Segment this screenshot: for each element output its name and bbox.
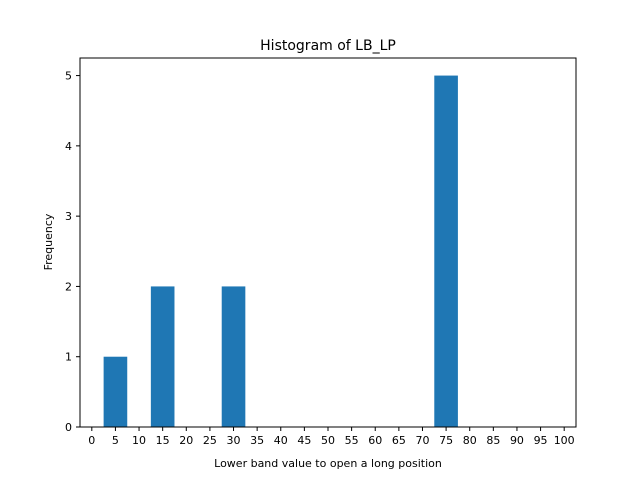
x-tick-label: 45: [297, 434, 311, 447]
x-axis-label: Lower band value to open a long position: [214, 457, 442, 470]
x-tick-label: 10: [132, 434, 146, 447]
x-tick-label: 100: [554, 434, 575, 447]
x-tick-label: 80: [463, 434, 477, 447]
x-tick-label: 5: [112, 434, 119, 447]
x-tick-label: 90: [510, 434, 524, 447]
x-tick-label: 25: [203, 434, 217, 447]
plot-frame: [79, 57, 577, 428]
y-tick-label: 1: [65, 351, 72, 364]
y-axis-ticks: 0 1 2 3 4 5: [65, 70, 80, 434]
y-tick-label: 0: [65, 421, 72, 434]
histogram-bar-0: [103, 356, 128, 427]
histogram-bar-2: [221, 286, 246, 427]
x-tick-label: 75: [439, 434, 453, 447]
y-tick-label: 5: [65, 70, 72, 83]
x-tick-label: 50: [321, 434, 335, 447]
y-axis-label: Frequency: [42, 213, 55, 270]
y-tick-label: 4: [65, 140, 72, 153]
x-axis-ticks: 0 5 10 15 20 25 30 35 40 45 50 55 60 65 70 75 80 85 90 95 10…: [88, 427, 575, 447]
bars-group: [103, 75, 458, 428]
x-tick-label: 15: [156, 434, 170, 447]
y-tick-label: 3: [65, 210, 72, 223]
x-tick-label: 35: [250, 434, 264, 447]
x-tick-label: 70: [415, 434, 429, 447]
y-tick-label: 2: [65, 280, 72, 293]
x-tick-label: 95: [534, 434, 548, 447]
histogram-bar-1: [150, 286, 175, 427]
x-tick-label: 60: [368, 434, 382, 447]
x-tick-label: 85: [486, 434, 500, 447]
x-tick-label: 55: [345, 434, 359, 447]
histogram-bar-3: [434, 75, 458, 428]
x-tick-label: 40: [274, 434, 288, 447]
x-tick-label: 30: [227, 434, 241, 447]
chart-title: Histogram of LB_LP: [260, 38, 396, 54]
x-tick-label: 20: [179, 434, 193, 447]
x-tick-label: 0: [88, 434, 95, 447]
x-tick-label: 65: [392, 434, 406, 447]
